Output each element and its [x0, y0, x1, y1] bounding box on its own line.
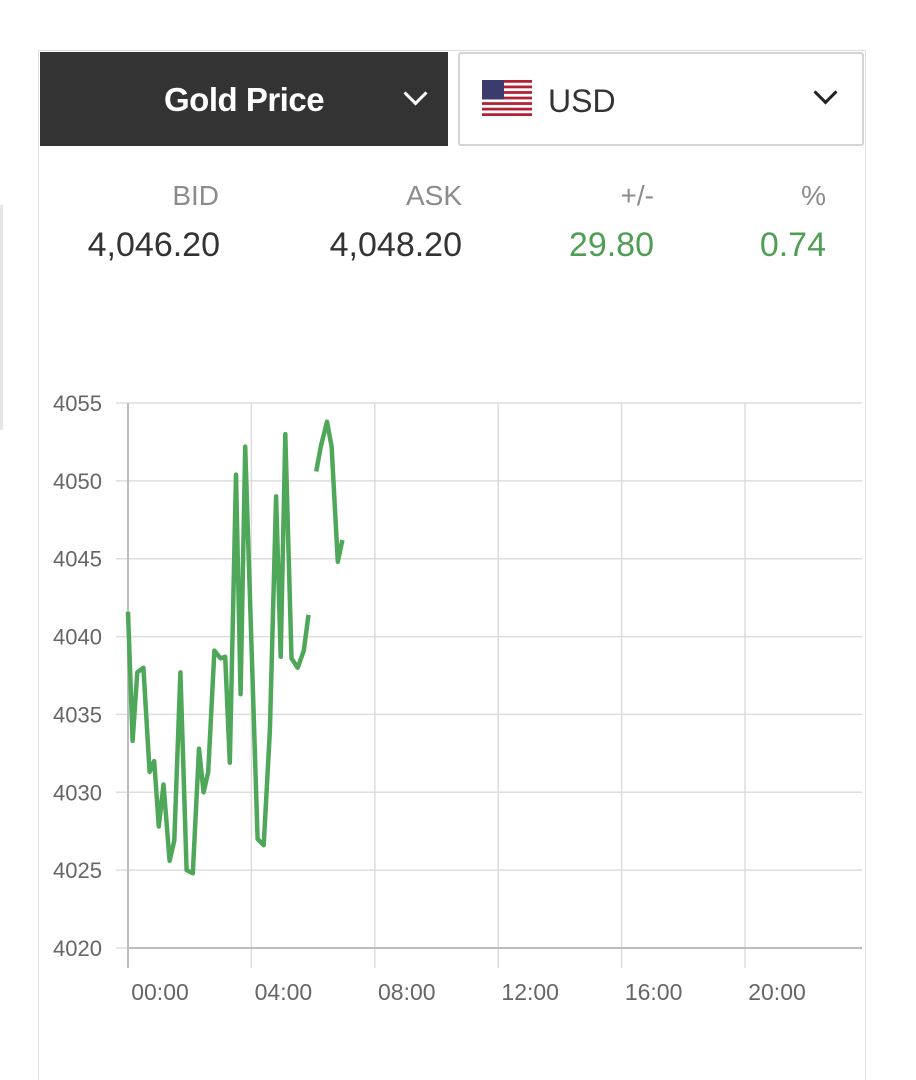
y-tick-label: 4055: [53, 391, 102, 416]
bid-value: 4,046.20: [87, 226, 220, 264]
x-tick-label: 20:00: [748, 979, 806, 1005]
y-tick-label: 4025: [53, 858, 102, 883]
metal-selector-dropdown[interactable]: Gold Price: [40, 52, 448, 146]
ask-header: ASK: [405, 180, 462, 211]
y-tick-label: 4020: [53, 936, 102, 961]
percent-header: %: [801, 180, 826, 211]
currency-selector-label: USD: [548, 83, 616, 119]
bid-header: BID: [172, 180, 219, 211]
x-tick-label: 16:00: [625, 979, 683, 1005]
metal-selector-label: Gold Price: [164, 81, 325, 118]
y-tick-label: 4040: [53, 625, 102, 650]
gold-price-widget: [38, 50, 866, 1080]
price-series-line: [125, 431, 311, 876]
x-tick-label: 08:00: [378, 979, 436, 1005]
us-flag-icon: [482, 80, 532, 116]
change-value: 29.80: [568, 226, 654, 264]
currency-selector-dropdown[interactable]: USD: [458, 52, 864, 146]
y-tick-label: 4045: [53, 547, 102, 572]
x-tick-label: 12:00: [501, 979, 559, 1005]
percent-value: 0.74: [759, 226, 826, 264]
y-tick-label: 4030: [53, 780, 102, 805]
left-edge-divider: [0, 205, 3, 430]
x-tick-label: 04:00: [255, 979, 313, 1005]
ask-value: 4,048.20: [329, 226, 462, 264]
y-tick-label: 4050: [53, 469, 102, 494]
y-tick-label: 4035: [53, 702, 102, 727]
x-tick-label: 00:00: [131, 979, 189, 1005]
change-header: +/-: [620, 180, 654, 211]
price-series-line: [313, 419, 345, 565]
